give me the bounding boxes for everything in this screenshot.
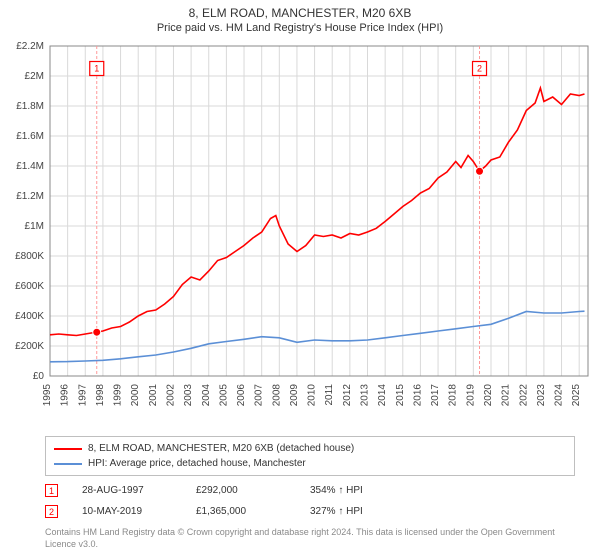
svg-text:2015: 2015 xyxy=(395,384,406,407)
svg-text:2022: 2022 xyxy=(518,384,529,407)
svg-text:2023: 2023 xyxy=(536,384,547,407)
svg-text:2012: 2012 xyxy=(342,384,353,407)
svg-text:1998: 1998 xyxy=(95,384,106,407)
title-block: 8, ELM ROAD, MANCHESTER, M20 6XB Price p… xyxy=(0,0,600,34)
svg-text:£600K: £600K xyxy=(15,281,44,292)
svg-text:2017: 2017 xyxy=(430,384,441,407)
svg-text:£400K: £400K xyxy=(15,311,44,322)
transaction-marker-icon: 2 xyxy=(45,505,58,518)
transaction-date: 10-MAY-2019 xyxy=(82,506,172,517)
transaction-delta: 327% ↑ HPI xyxy=(310,506,400,517)
svg-text:£1.8M: £1.8M xyxy=(16,101,44,112)
svg-text:2019: 2019 xyxy=(465,384,476,407)
svg-text:£0: £0 xyxy=(33,371,45,382)
chart-subtitle: Price paid vs. HM Land Registry's House … xyxy=(0,22,600,34)
svg-text:2024: 2024 xyxy=(554,384,565,407)
svg-text:2021: 2021 xyxy=(501,384,512,407)
svg-text:2009: 2009 xyxy=(289,384,300,407)
transaction-row: 1 28-AUG-1997 £292,000 354% ↑ HPI xyxy=(45,484,575,497)
svg-text:2010: 2010 xyxy=(307,384,318,407)
svg-text:1996: 1996 xyxy=(60,384,71,407)
legend-swatch xyxy=(54,448,82,450)
svg-text:£1.6M: £1.6M xyxy=(16,131,44,142)
legend-label: HPI: Average price, detached house, Manc… xyxy=(88,456,306,471)
legend: 8, ELM ROAD, MANCHESTER, M20 6XB (detach… xyxy=(45,436,575,476)
legend-row: HPI: Average price, detached house, Manc… xyxy=(54,456,566,471)
transaction-price: £292,000 xyxy=(196,485,286,496)
svg-text:2008: 2008 xyxy=(271,384,282,407)
svg-text:2004: 2004 xyxy=(201,384,212,407)
svg-text:2025: 2025 xyxy=(571,384,582,407)
transaction-price: £1,365,000 xyxy=(196,506,286,517)
svg-text:1997: 1997 xyxy=(77,384,88,407)
chart-footer: 8, ELM ROAD, MANCHESTER, M20 6XB (detach… xyxy=(0,436,600,550)
svg-text:£200K: £200K xyxy=(15,341,44,352)
svg-text:2018: 2018 xyxy=(448,384,459,407)
svg-text:2006: 2006 xyxy=(236,384,247,407)
legend-row: 8, ELM ROAD, MANCHESTER, M20 6XB (detach… xyxy=(54,441,566,456)
chart-plot: £0 £200K £400K £600K £800K £1M £1.2M £1.4M £1.6M… xyxy=(0,34,600,434)
svg-text:2005: 2005 xyxy=(218,384,229,407)
legend-label: 8, ELM ROAD, MANCHESTER, M20 6XB (detach… xyxy=(88,441,354,456)
svg-text:1: 1 xyxy=(94,64,99,74)
svg-text:£1.2M: £1.2M xyxy=(16,191,44,202)
svg-text:1995: 1995 xyxy=(42,384,53,407)
svg-text:2020: 2020 xyxy=(483,384,494,407)
svg-text:2000: 2000 xyxy=(130,384,141,407)
svg-text:2013: 2013 xyxy=(360,384,371,407)
svg-text:2003: 2003 xyxy=(183,384,194,407)
chart-svg: £0 £200K £400K £600K £800K £1M £1.2M £1.4M £1.6M… xyxy=(0,34,600,434)
transaction-marker-icon: 1 xyxy=(45,484,58,497)
legend-swatch xyxy=(54,463,82,465)
svg-text:£2M: £2M xyxy=(25,71,44,82)
transaction-delta: 354% ↑ HPI xyxy=(310,485,400,496)
svg-text:2: 2 xyxy=(477,64,482,74)
transaction-date: 28-AUG-1997 xyxy=(82,485,172,496)
svg-text:2002: 2002 xyxy=(165,384,176,407)
svg-text:2011: 2011 xyxy=(324,384,335,406)
svg-text:2001: 2001 xyxy=(148,384,159,407)
chart-container: 8, ELM ROAD, MANCHESTER, M20 6XB Price p… xyxy=(0,0,600,560)
chart-title: 8, ELM ROAD, MANCHESTER, M20 6XB xyxy=(0,6,600,20)
transaction-row: 2 10-MAY-2019 £1,365,000 327% ↑ HPI xyxy=(45,505,575,518)
svg-text:£1.4M: £1.4M xyxy=(16,161,44,172)
svg-text:£800K: £800K xyxy=(15,251,44,262)
attribution-text: Contains HM Land Registry data © Crown c… xyxy=(45,526,575,550)
svg-text:£1M: £1M xyxy=(25,221,44,232)
svg-text:2014: 2014 xyxy=(377,384,388,407)
svg-text:1999: 1999 xyxy=(113,384,124,407)
svg-text:2016: 2016 xyxy=(412,384,423,407)
svg-text:2007: 2007 xyxy=(254,384,265,407)
svg-text:£2.2M: £2.2M xyxy=(16,41,44,52)
